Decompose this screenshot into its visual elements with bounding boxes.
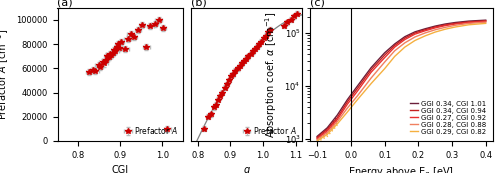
Legend: Prefactor $A$: Prefactor $A$ [242,123,298,137]
Y-axis label: Absorption coef. $\alpha$ [cm$^{-1}$]: Absorption coef. $\alpha$ [cm$^{-1}$] [263,11,279,138]
Legend: GGI 0.34, CGI 1.01, GGI 0.34, CGI 0.94, GGI 0.27, CGI 0.92, GGI 0.28, CGI 0.88, : GGI 0.34, CGI 1.01, GGI 0.34, CGI 0.94, … [407,98,489,138]
X-axis label: $q$: $q$ [243,165,250,173]
Text: (a): (a) [58,0,73,7]
X-axis label: Energy above E$_g$ [eV]: Energy above E$_g$ [eV] [348,165,455,173]
Y-axis label: Prefactor $A$ [cm$^{-1}$]: Prefactor $A$ [cm$^{-1}$] [0,29,10,120]
X-axis label: CGI: CGI [112,165,129,173]
Text: (c): (c) [310,0,325,7]
Legend: Prefactor $A$: Prefactor $A$ [122,123,180,137]
Text: (b): (b) [192,0,207,7]
